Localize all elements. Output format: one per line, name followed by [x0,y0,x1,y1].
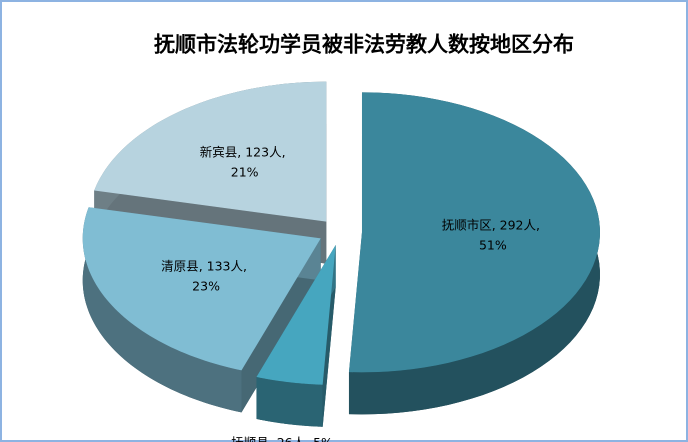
slice-top [348,92,600,373]
label-separator: , [243,258,251,273]
data-label: 抚顺市区, 292人, 51% [442,217,544,252]
label-separator: , [492,217,500,232]
label-value: 292人 [500,217,537,232]
slice-top [82,207,321,371]
label-value: 123人 [245,144,282,159]
label-percent: 23% [192,278,220,293]
label-percent: 21% [231,164,259,179]
slice-wall [82,207,242,413]
label-percent: 5% [313,434,333,442]
label-value: 133人 [207,258,244,273]
data-label: 清原县, 133人, 23% [161,258,251,293]
label-separator: , [199,258,207,273]
label-separator: , [305,434,313,442]
slice-top [256,244,336,385]
label-separator: , [282,144,290,159]
label-value: 26人 [277,434,306,442]
data-label: 新宾县, 123人, 21% [200,144,290,179]
label-category: 抚顺县 [231,434,269,442]
label-percent: 51% [479,237,507,252]
label-category: 清原县 [161,258,199,273]
pie-slice [348,92,600,415]
slice-side [241,238,321,413]
data-label: 抚顺县, 26人, 5% [231,434,333,442]
label-separator: , [237,144,245,159]
label-category: 抚顺市区 [442,217,492,232]
chart-title: 抚顺市法轮功学员被非法劳教人数按地区分布 [154,32,574,57]
pie-slice [256,244,336,427]
label-separator: , [269,434,277,442]
slice-wall [256,376,323,427]
label-separator: , [536,217,544,232]
slice-top [94,81,327,222]
label-category: 新宾县 [200,144,238,159]
